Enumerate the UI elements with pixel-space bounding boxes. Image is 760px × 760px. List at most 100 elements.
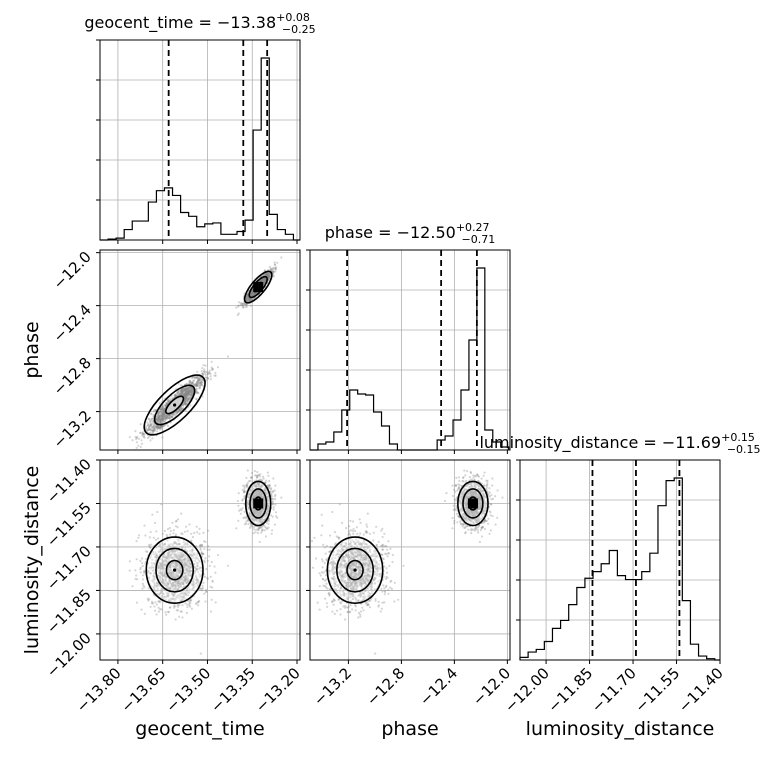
scatter-point (250, 293, 253, 296)
scatter-point (270, 268, 273, 271)
scatter-point (187, 393, 190, 396)
scatter-point (195, 376, 198, 379)
scatter-point (162, 425, 165, 428)
scatter-point (162, 407, 165, 410)
scatter-point (141, 582, 144, 585)
scatter-point (268, 273, 271, 276)
scatter-point (251, 293, 254, 296)
scatter-point (140, 608, 143, 611)
scatter-point (165, 414, 168, 417)
scatter-point (164, 404, 167, 407)
scatter-point (187, 394, 190, 397)
scatter-point (243, 302, 246, 306)
scatter-point (161, 416, 165, 419)
scatter-point (252, 292, 255, 295)
scatter-point (265, 272, 268, 275)
scatter-point (182, 391, 185, 394)
scatter-point (161, 436, 164, 439)
scatter-point (209, 372, 212, 376)
scatter-point (178, 615, 181, 618)
scatter-point (155, 530, 158, 533)
scatter-point (142, 574, 145, 577)
scatter-point (162, 409, 165, 413)
scatter-point (266, 273, 269, 277)
scatter-point (209, 610, 212, 613)
scatter-point (268, 275, 271, 279)
scatter-point (162, 424, 166, 428)
scatter-point (170, 415, 174, 418)
scatter-point (184, 396, 187, 399)
scatter-point (205, 376, 208, 379)
scatter-point (201, 584, 204, 587)
scatter-point (248, 526, 251, 530)
scatter-point (162, 412, 165, 415)
scatter-point (188, 390, 191, 393)
scatter-point (196, 382, 199, 385)
scatter-point (274, 484, 277, 487)
scatter-point (201, 553, 204, 556)
scatter-point (179, 392, 182, 395)
scatter-point (181, 393, 184, 396)
scatter-point (171, 413, 174, 416)
scatter-point (206, 376, 209, 379)
scatter-point (245, 298, 248, 301)
scatter-point (160, 608, 163, 611)
scatter-point (178, 409, 181, 412)
scatter-point (187, 390, 190, 393)
scatter-point (204, 557, 207, 560)
scatter-point (162, 412, 165, 415)
scatter-point (241, 499, 244, 502)
scatter-point (167, 399, 170, 402)
scatter-point (206, 548, 209, 551)
scatter-point (263, 280, 266, 283)
scatter-point (181, 604, 184, 607)
scatter-point (209, 375, 212, 378)
scatter-point (190, 389, 193, 392)
scatter-point (253, 292, 256, 295)
scatter-point (149, 419, 152, 422)
scatter-point (247, 296, 250, 299)
scatter-point (204, 364, 207, 367)
scatter-point (185, 390, 188, 393)
scatter-point (195, 385, 198, 388)
scatter-point (204, 540, 207, 544)
scatter-point (250, 292, 253, 295)
scatter-point (165, 613, 168, 616)
scatter-point (143, 612, 146, 616)
scatter-point (266, 274, 269, 277)
scatter-point (166, 417, 169, 420)
scatter-point (214, 371, 217, 375)
scatter-point (190, 377, 193, 380)
scatter-point (152, 429, 156, 432)
scatter-point (266, 471, 269, 474)
scatter-point (203, 368, 206, 371)
scatter-point (250, 297, 253, 300)
scatter-point (187, 389, 190, 392)
scatter-point (186, 390, 189, 393)
scatter-point (159, 408, 162, 411)
scatter-point (263, 278, 266, 281)
scatter-point (183, 394, 186, 397)
scatter-point (199, 385, 202, 388)
scatter-point (206, 577, 209, 581)
scatter-point (140, 557, 144, 560)
scatter-point (176, 411, 179, 414)
scatter-point (159, 426, 162, 429)
scatter-point (261, 278, 264, 281)
scatter-point (156, 418, 159, 421)
scatter-point (249, 298, 252, 301)
scatter-point (170, 415, 173, 418)
scatter-point (147, 428, 150, 431)
scatter-point (251, 292, 254, 295)
scatter-point (271, 270, 274, 273)
scatter-point (157, 610, 161, 613)
scatter-point (262, 280, 265, 283)
scatter-point (147, 587, 150, 590)
scatter-point (239, 304, 242, 307)
scatter-point (204, 376, 207, 379)
scatter-point (186, 390, 189, 394)
scatter-point (197, 604, 200, 607)
scatter-point (263, 279, 266, 282)
scatter-point (190, 388, 193, 391)
